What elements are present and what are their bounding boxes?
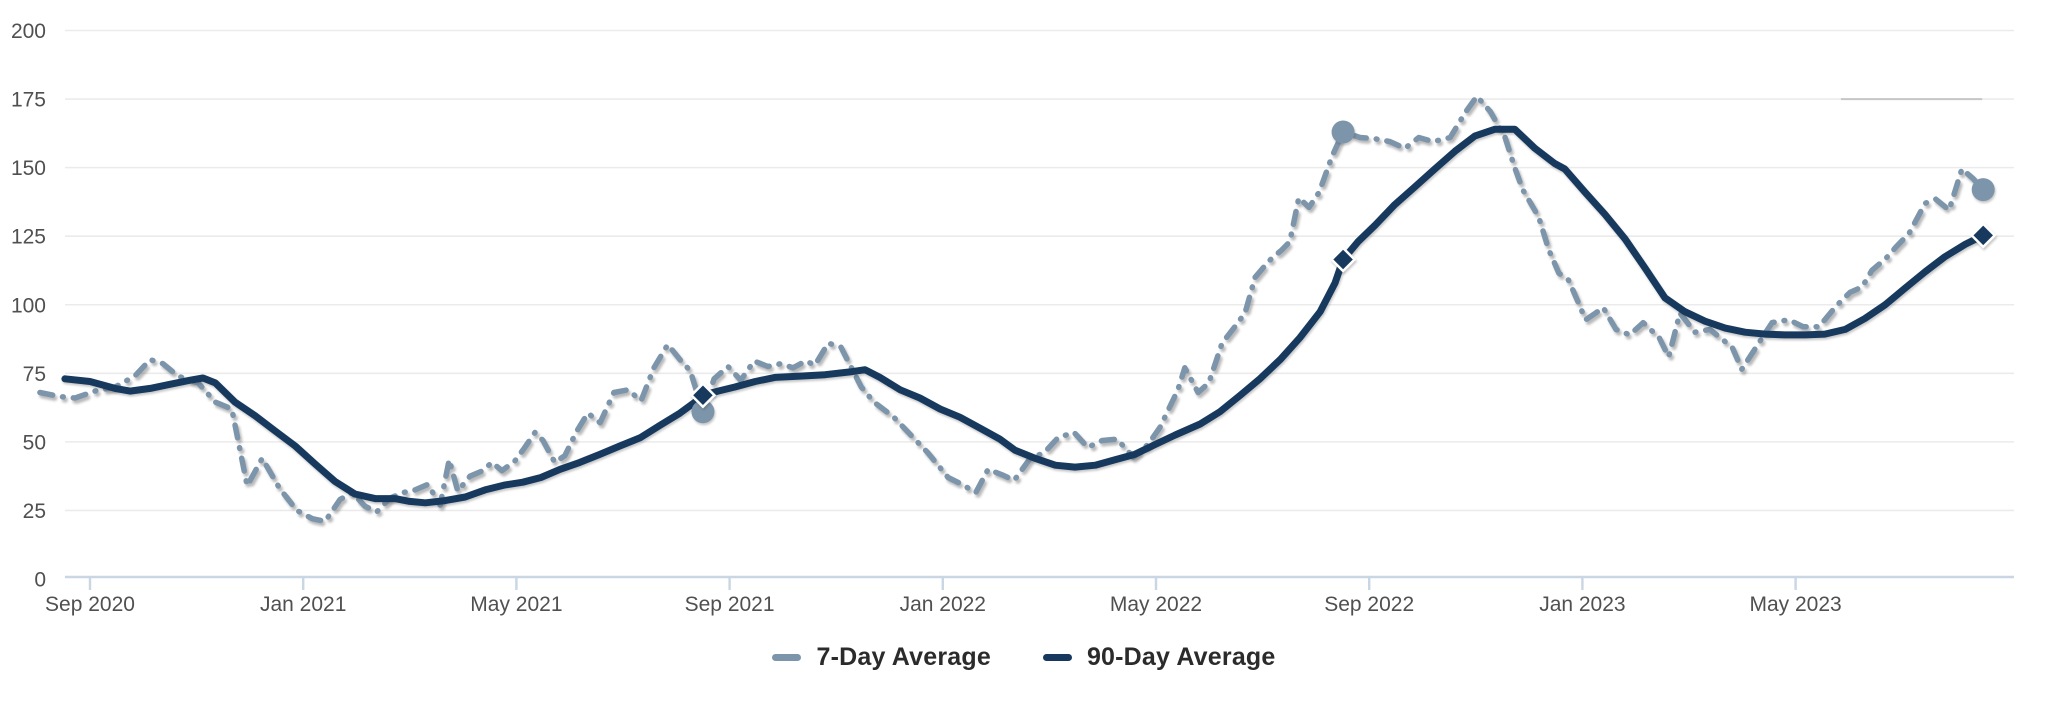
x-tick-label: Sep 2021 [685, 593, 775, 616]
y-tick-label: 0 [34, 569, 46, 592]
y-tick-label: 125 [11, 226, 46, 249]
legend-item-90day-average[interactable]: 90-Day Average [1042, 642, 1276, 672]
x-tick-label: Jan 2022 [900, 593, 986, 616]
marker-circle-7day-average[interactable] [691, 400, 715, 424]
y-tick-label: 50 [23, 431, 46, 454]
marker-circle-7day-average[interactable] [1331, 120, 1355, 144]
line-chart-plot-area: Sep 2020 Jan 2021 May 2021 Sep 2021 Jan 2022… [11, 20, 2014, 616]
series-7day-average-line[interactable] [37, 93, 1986, 525]
x-tick-label: May 2021 [470, 593, 562, 616]
x-tick-label: Jan 2023 [1539, 593, 1625, 616]
chart-legend: 7-Day Average 90-Day Average [0, 636, 2048, 678]
y-tick-label: 100 [11, 294, 46, 317]
marker-circle-7day-average[interactable] [1971, 178, 1995, 202]
marker-diamond-90day-average[interactable] [689, 381, 717, 409]
marker-diamond-90day-average[interactable] [1969, 222, 1997, 249]
series-90day-average-line[interactable] [61, 125, 1987, 507]
x-tick-label: May 2023 [1749, 593, 1841, 616]
legend-item-7day-average[interactable]: 7-Day Average [772, 642, 991, 672]
marker-diamond-90day-average[interactable] [1329, 246, 1357, 273]
y-tick-label: 200 [11, 20, 46, 43]
legend-swatch-7day-icon [772, 653, 802, 661]
y-tick-label: 75 [23, 363, 46, 386]
legend-label-90day: 90-Day Average [1086, 642, 1276, 671]
y-tick-label: 175 [11, 89, 46, 112]
y-tick-label: 25 [23, 500, 46, 523]
legend-label-7day: 7-Day Average [816, 642, 991, 671]
legend-swatch-90day-icon [1042, 653, 1072, 661]
x-tick-label: Sep 2022 [1324, 593, 1414, 616]
x-tick-label: May 2022 [1110, 593, 1202, 616]
y-tick-label: 150 [11, 157, 46, 180]
x-tick-label: Sep 2020 [45, 593, 135, 616]
x-tick-label: Jan 2021 [260, 593, 346, 616]
